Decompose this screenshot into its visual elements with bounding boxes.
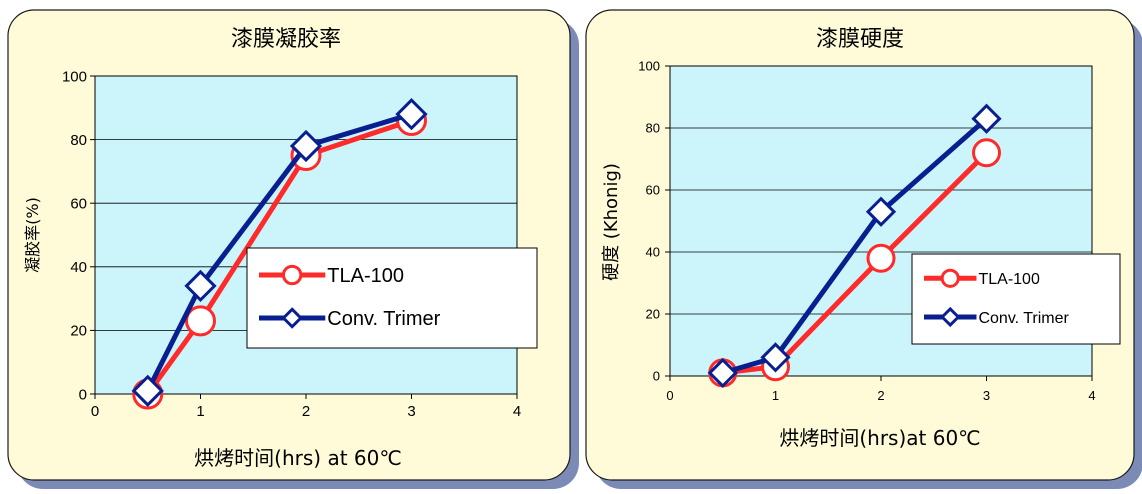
data-point bbox=[184, 269, 217, 303]
y-tick-label: 60 bbox=[646, 183, 660, 198]
y-tick-label: 80 bbox=[646, 121, 660, 136]
legend: TLA-100 Conv. Trimer bbox=[246, 247, 538, 349]
y-tick-label: 0 bbox=[79, 386, 87, 403]
legend-marker-1 bbox=[940, 268, 960, 288]
x-tick-label: 2 bbox=[877, 388, 884, 403]
x-tick-label: 0 bbox=[91, 403, 99, 420]
y-tick-label: 40 bbox=[70, 259, 87, 276]
y-axis-label: 硬度 (Khonig) bbox=[601, 163, 622, 281]
data-point bbox=[185, 305, 216, 337]
x-tick-label: 2 bbox=[302, 403, 310, 420]
data-point bbox=[289, 129, 323, 163]
chart-title: 漆膜硬度 bbox=[816, 27, 904, 52]
data-point bbox=[395, 98, 428, 131]
legend-label-1: TLA-100 bbox=[978, 271, 1039, 288]
legend-marker-2 bbox=[940, 306, 961, 328]
x-axis-label: 烘烤时间(hrs)at 60℃ bbox=[779, 426, 980, 450]
y-tick-label: 80 bbox=[70, 132, 87, 149]
x-tick-label: 4 bbox=[513, 403, 521, 420]
legend-label-2: Conv. Trimer bbox=[978, 310, 1069, 327]
data-point bbox=[131, 374, 164, 407]
legend-marker-1 bbox=[281, 264, 303, 286]
legend-box bbox=[246, 247, 538, 349]
data-point bbox=[760, 342, 791, 373]
y-tick-label: 0 bbox=[653, 369, 660, 384]
x-tick-label: 3 bbox=[983, 388, 990, 403]
data-point bbox=[707, 357, 738, 389]
y-tick-label: 100 bbox=[62, 68, 87, 85]
data-point bbox=[971, 103, 1002, 134]
data-point bbox=[866, 243, 896, 273]
y-tick-label: 60 bbox=[70, 195, 87, 212]
series-line-1 bbox=[145, 118, 413, 396]
chart-title: 漆膜凝胶率 bbox=[231, 27, 341, 52]
y-tick-label: 40 bbox=[646, 245, 660, 260]
legend-label-1: TLA-100 bbox=[327, 265, 404, 287]
series-line-2 bbox=[722, 116, 989, 376]
x-tick-label: 1 bbox=[772, 388, 779, 403]
x-tick-label: 4 bbox=[1088, 388, 1095, 403]
y-tick-label: 100 bbox=[638, 59, 660, 74]
x-tick-label: 3 bbox=[407, 403, 415, 420]
data-point bbox=[972, 138, 1001, 168]
x-axis-label: 烘烤时间(hrs) at 60℃ bbox=[194, 446, 402, 470]
legend: TLA-100 Conv. Trimer bbox=[911, 253, 1121, 345]
series-line-2 bbox=[145, 111, 413, 392]
data-point bbox=[865, 196, 897, 227]
x-tick-label: 0 bbox=[666, 388, 673, 403]
legend-box bbox=[911, 253, 1121, 345]
legend-marker-2 bbox=[281, 307, 303, 329]
series-line-1 bbox=[722, 151, 989, 376]
series-2 bbox=[707, 103, 1002, 389]
y-axis-label: 凝胶率(%) bbox=[23, 197, 42, 273]
legend-label-2: Conv. Trimer bbox=[327, 308, 440, 330]
chart-panel-2: 漆膜硬度 0 20 40 60 80 100 0 1 2 3 4 烘烤时间(hrs)at 60℃ 硬度 (… bbox=[585, 9, 1142, 489]
y-tick-label: 20 bbox=[70, 323, 87, 340]
chart-panel-1: 漆膜凝胶率 0 20 40 60 80 100 0 1 2 3 4 烘烤时间(hrs) at 60℃ 凝胶… bbox=[7, 9, 579, 489]
series-2 bbox=[131, 98, 428, 407]
x-tick-label: 1 bbox=[196, 403, 204, 420]
y-tick-label: 20 bbox=[646, 307, 660, 322]
